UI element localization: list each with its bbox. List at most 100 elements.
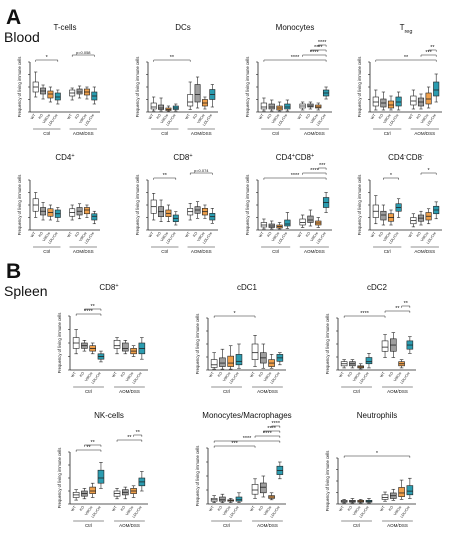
- box-LDLrCre-aomdss: [433, 201, 440, 220]
- x-tick-label: LDLrCre: [202, 231, 213, 244]
- x-tick-label: KO: [120, 371, 126, 378]
- y-axis-label: Frequency of living immune cells: [325, 451, 330, 512]
- condition-label: AOM/DSS: [191, 249, 212, 254]
- x-tick-label: VillCre: [125, 371, 134, 382]
- x-tick-label: LDLrCre: [359, 371, 370, 384]
- box-WT-aomdss: [187, 203, 194, 221]
- x-tick-label: VillCre: [420, 113, 429, 124]
- box-body: [235, 496, 243, 502]
- box-VillCre-ctrl: [89, 482, 96, 498]
- x-tick-label: VillCre: [78, 231, 87, 242]
- x-tick-label: KO: [305, 113, 311, 120]
- box-LDLrCre-ctrl: [54, 89, 61, 105]
- x-tick-label: KO: [378, 231, 384, 238]
- x-tick-label: KO: [74, 231, 80, 238]
- box-WT-aomdss: [299, 101, 306, 111]
- panel-title: CD4+CD8+: [276, 153, 314, 162]
- box-body: [284, 103, 291, 110]
- box-KO-ctrl: [268, 99, 275, 112]
- x-tick-label: KO: [347, 371, 353, 378]
- significance-label: *: [428, 168, 431, 174]
- box-body: [381, 494, 389, 500]
- panel-title: CD4+: [55, 153, 74, 162]
- box-KO-aomdss: [260, 343, 267, 369]
- box-body: [113, 339, 121, 349]
- x-tick-label: VillCre: [352, 371, 361, 382]
- box-WT-ctrl: [32, 71, 39, 98]
- box-body: [372, 96, 379, 107]
- box-LDLrCre-ctrl: [97, 350, 105, 363]
- condition-label: AOM/DSS: [304, 131, 325, 136]
- x-tick-label: LDLrCre: [229, 371, 240, 384]
- box-VillCre-ctrl: [227, 498, 234, 503]
- x-tick-label: WT: [258, 113, 265, 121]
- x-tick-label: KO: [156, 231, 162, 238]
- box-KO-aomdss: [122, 486, 129, 500]
- box-WT-aomdss: [251, 478, 259, 499]
- box-WT-ctrl: [32, 192, 39, 218]
- box-LDLrCre-ctrl: [365, 353, 373, 369]
- x-tick-label: KO: [266, 113, 272, 120]
- x-tick-label: KO: [217, 371, 223, 378]
- panel-title: T-cells: [53, 23, 76, 32]
- x-tick-label: LDLrCre: [48, 231, 59, 244]
- y-axis-label: Frequency of living immune cells: [57, 448, 62, 509]
- box-LDLrCre-ctrl: [172, 103, 179, 112]
- x-tick-label: WT: [185, 113, 192, 121]
- panel-title: Treg: [400, 23, 413, 35]
- x-tick-label: VillCre: [196, 231, 205, 242]
- box-KO-ctrl: [158, 97, 165, 112]
- box-WT-ctrl: [340, 499, 348, 504]
- box-KO-aomdss: [76, 85, 83, 99]
- panel-12: NK-cells Frequency of living immune cells…: [57, 411, 148, 528]
- box-LDLrCre-aomdss: [138, 471, 146, 492]
- box-body: [284, 219, 291, 227]
- box-WT-aomdss: [69, 204, 76, 221]
- box-body: [97, 469, 105, 484]
- box-VillCre-aomdss: [201, 204, 208, 219]
- x-tick-label: WT: [249, 505, 256, 513]
- box-KO-aomdss: [194, 76, 201, 109]
- box-KO-ctrl: [349, 498, 356, 504]
- panel-6: CD8+Frequency of living immune cells WT KO…: [135, 153, 218, 254]
- significance-label: ****: [291, 55, 300, 61]
- section-b-letter: B: [6, 260, 21, 283]
- significance-label: **: [163, 173, 168, 179]
- x-tick-label: WT: [70, 505, 77, 513]
- x-tick-label: KO: [416, 113, 422, 120]
- significance-label: **: [91, 304, 96, 310]
- panel-8: CD4-CD8- Frequency of living immune cells…: [357, 153, 442, 254]
- box-VillCre-aomdss: [398, 479, 405, 500]
- box-LDLrCre-aomdss: [406, 336, 414, 354]
- x-tick-label: VillCre: [222, 505, 231, 516]
- x-tick-label: VillCre: [42, 113, 51, 124]
- x-tick-label: WT: [148, 113, 155, 121]
- x-tick-label: KO: [258, 371, 264, 378]
- significance-label: **: [430, 45, 435, 51]
- x-tick-label: WT: [67, 113, 74, 121]
- box-LDLrCre-ctrl: [284, 212, 291, 229]
- significance-label: ****: [291, 173, 300, 179]
- box-KO-ctrl: [40, 202, 47, 221]
- condition-label: AOM/DSS: [304, 249, 325, 254]
- condition-label: AOM/DSS: [73, 131, 94, 136]
- x-tick-label: KO: [74, 113, 80, 120]
- box-WT-ctrl: [210, 352, 218, 370]
- x-tick-label: WT: [408, 113, 415, 121]
- box-WT-ctrl: [372, 195, 379, 225]
- x-tick-label: VillCre: [352, 505, 361, 516]
- x-tick-label: VillCre: [393, 505, 402, 516]
- box-WT-aomdss: [113, 337, 121, 355]
- box-LDLrCre-ctrl: [54, 207, 61, 222]
- x-tick-label: VillCre: [383, 231, 392, 242]
- box-body: [210, 359, 218, 368]
- panel-title: cDC2: [367, 283, 388, 292]
- condition-label: Ctrl: [384, 249, 391, 254]
- box-KO-ctrl: [40, 84, 47, 100]
- x-tick-label: LDLrCre: [84, 113, 95, 126]
- box-VillCre-aomdss: [130, 485, 137, 498]
- x-tick-label: KO: [266, 231, 272, 238]
- significance-label: ***: [319, 163, 326, 169]
